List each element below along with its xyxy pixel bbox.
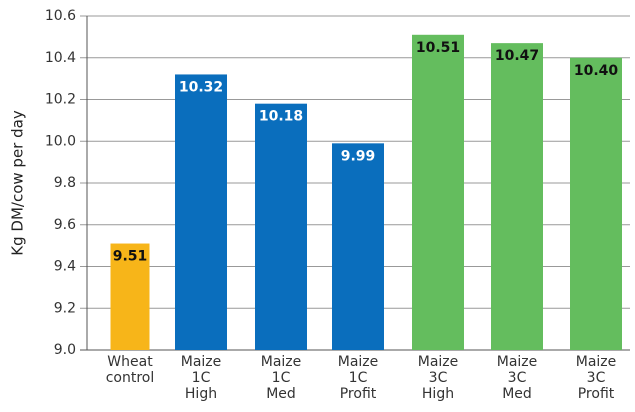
y-tick-label: 10.4: [45, 50, 76, 66]
y-axis-label: Kg DM/cow per day: [9, 110, 27, 256]
x-tick-label: High: [422, 386, 454, 402]
bar: [332, 143, 384, 350]
x-tick-label: 1C: [349, 370, 368, 386]
x-tick-label: Profit: [340, 386, 377, 402]
x-tick-label: Med: [266, 386, 296, 402]
bar: [175, 74, 227, 350]
x-tick-label: Profit: [578, 386, 615, 402]
value-label: 9.99: [341, 148, 376, 164]
value-label: 10.47: [495, 48, 539, 64]
x-tick-label: 3C: [508, 370, 527, 386]
x-tick-label: Maize: [497, 354, 538, 370]
y-tick-label: 9.2: [54, 300, 76, 316]
x-tick-label: 1C: [272, 370, 291, 386]
x-tick-label: control: [106, 370, 155, 386]
x-tick-label: Med: [502, 386, 532, 402]
bar: [570, 57, 622, 350]
x-tick-label: 3C: [587, 370, 606, 386]
x-tick-label: Wheat: [107, 354, 153, 370]
y-tick-label: 10.2: [45, 92, 76, 108]
y-tick-label: 10.6: [45, 8, 76, 24]
x-tick-label: Maize: [261, 354, 302, 370]
x-tick-label: 3C: [429, 370, 448, 386]
x-tick-label: High: [185, 386, 217, 402]
bar: [255, 103, 307, 350]
y-tick-label: 9.4: [54, 259, 76, 275]
value-label: 10.51: [416, 40, 460, 56]
x-tick-label: Maize: [576, 354, 617, 370]
y-tick-label: 9.0: [54, 342, 76, 358]
value-label: 10.32: [179, 79, 223, 95]
x-tick-label: Maize: [418, 354, 459, 370]
x-tick-label: Maize: [181, 354, 222, 370]
x-tick-label: Maize: [338, 354, 379, 370]
bar: [110, 243, 150, 350]
y-tick-label: 9.8: [54, 175, 76, 191]
bar: [412, 34, 464, 350]
y-tick-label: 9.6: [54, 217, 76, 233]
value-label: 10.40: [574, 63, 619, 79]
x-tick-label: 1C: [192, 370, 211, 386]
value-label: 9.51: [113, 249, 148, 265]
bar: [491, 43, 543, 350]
value-label: 10.18: [259, 109, 303, 125]
y-tick-label: 10.0: [45, 133, 76, 149]
